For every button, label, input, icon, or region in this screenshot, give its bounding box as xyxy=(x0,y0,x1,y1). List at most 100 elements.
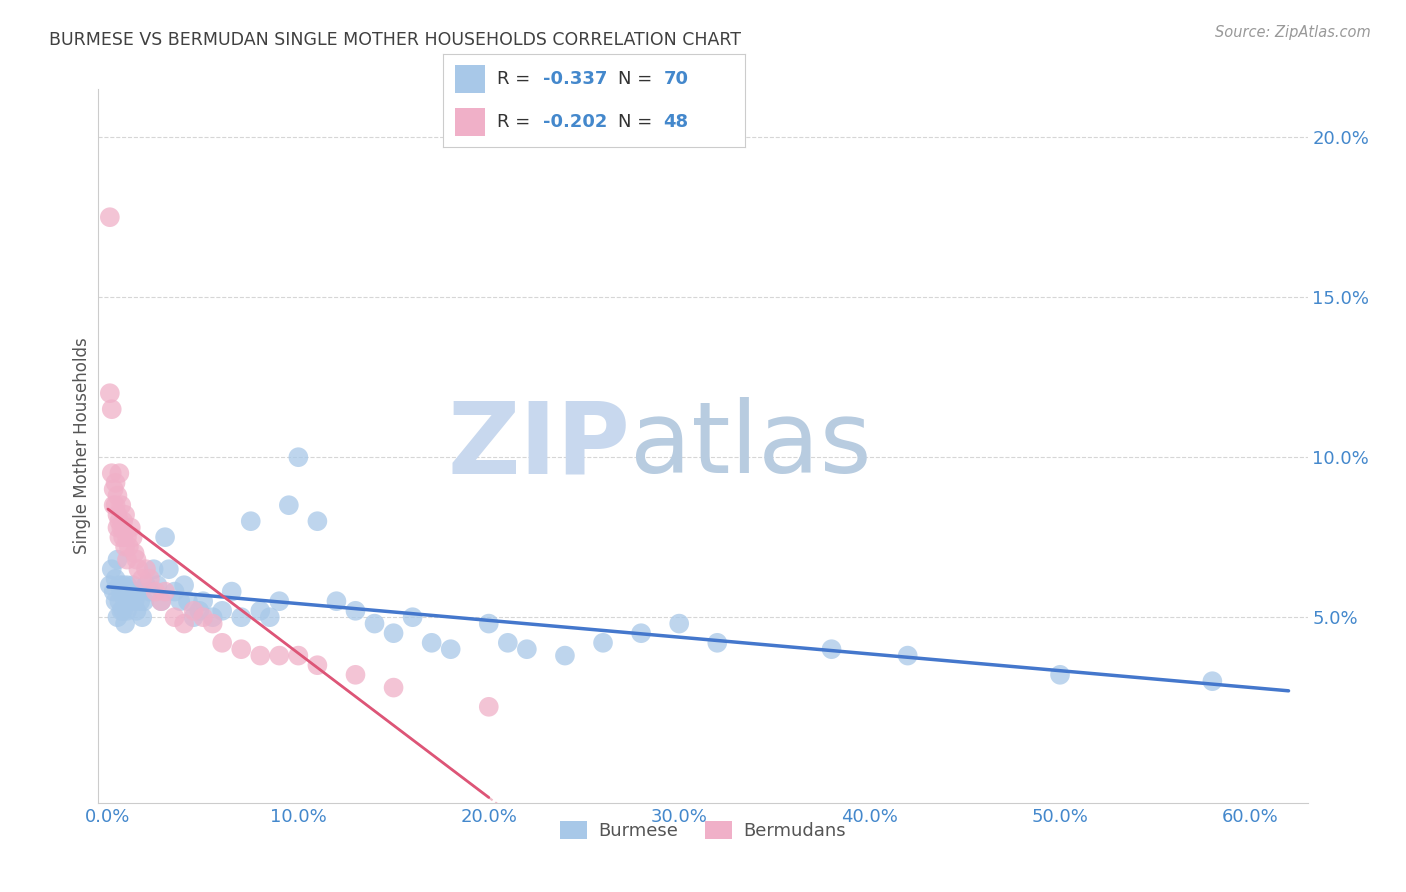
Point xyxy=(496,636,519,650)
Point xyxy=(121,578,143,592)
Point xyxy=(1049,668,1071,682)
Point xyxy=(127,584,149,599)
Point xyxy=(135,562,157,576)
Point xyxy=(125,552,148,566)
Point xyxy=(249,604,271,618)
Text: ZIP: ZIP xyxy=(447,398,630,494)
Point xyxy=(108,466,131,480)
Point xyxy=(114,508,136,522)
Point xyxy=(100,466,122,480)
Point xyxy=(183,610,205,624)
Point xyxy=(115,578,138,592)
Point xyxy=(103,482,125,496)
Point xyxy=(98,578,121,592)
Point xyxy=(108,530,131,544)
Point xyxy=(112,604,135,618)
Point xyxy=(120,520,142,534)
Point xyxy=(107,508,129,522)
Point xyxy=(139,584,162,599)
Point xyxy=(124,546,146,560)
Point xyxy=(173,578,195,592)
Point xyxy=(363,616,385,631)
Bar xyxy=(456,108,485,136)
Point xyxy=(104,594,127,608)
Point xyxy=(259,610,281,624)
Point xyxy=(668,616,690,631)
Point xyxy=(630,626,652,640)
Point xyxy=(114,540,136,554)
Point xyxy=(110,498,132,512)
Point xyxy=(107,610,129,624)
Point xyxy=(344,668,367,682)
Text: N =: N = xyxy=(619,70,658,87)
Point xyxy=(118,540,141,554)
Point xyxy=(115,552,138,566)
Point xyxy=(139,572,162,586)
Point xyxy=(287,450,309,465)
Point xyxy=(125,604,148,618)
Point xyxy=(277,498,299,512)
Point xyxy=(163,584,186,599)
Point xyxy=(115,604,138,618)
Text: 48: 48 xyxy=(664,113,689,131)
Point xyxy=(307,658,329,673)
Point xyxy=(382,626,405,640)
Point xyxy=(173,616,195,631)
Point xyxy=(325,594,347,608)
Point xyxy=(120,584,142,599)
Point xyxy=(110,520,132,534)
Point xyxy=(157,562,180,576)
Point xyxy=(153,584,176,599)
Point xyxy=(127,562,149,576)
Point xyxy=(820,642,842,657)
Text: R =: R = xyxy=(498,70,536,87)
Point xyxy=(146,578,169,592)
Point xyxy=(1201,674,1223,689)
Point xyxy=(478,699,501,714)
Point xyxy=(420,636,443,650)
Point xyxy=(183,604,205,618)
Point xyxy=(114,616,136,631)
Text: R =: R = xyxy=(498,113,536,131)
Point xyxy=(344,604,367,618)
Point xyxy=(98,210,121,224)
Point xyxy=(110,584,132,599)
Point xyxy=(239,514,262,528)
Text: BURMESE VS BERMUDAN SINGLE MOTHER HOUSEHOLDS CORRELATION CHART: BURMESE VS BERMUDAN SINGLE MOTHER HOUSEH… xyxy=(49,31,741,49)
Point xyxy=(135,578,157,592)
Point xyxy=(201,616,224,631)
Point xyxy=(112,530,135,544)
Point xyxy=(131,572,153,586)
Point xyxy=(100,562,122,576)
Point xyxy=(221,584,243,599)
Point xyxy=(108,594,131,608)
Point xyxy=(211,636,233,650)
Point xyxy=(115,530,138,544)
Point xyxy=(163,610,186,624)
Point xyxy=(110,604,132,618)
Text: -0.202: -0.202 xyxy=(543,113,607,131)
Legend: Burmese, Bermudans: Burmese, Bermudans xyxy=(553,814,853,847)
Point xyxy=(231,610,253,624)
Point xyxy=(129,594,152,608)
Point xyxy=(150,594,173,608)
Point xyxy=(114,594,136,608)
Point xyxy=(131,610,153,624)
Point xyxy=(401,610,423,624)
Point xyxy=(107,489,129,503)
Point xyxy=(118,594,141,608)
Point xyxy=(440,642,463,657)
Point xyxy=(134,594,156,608)
Point xyxy=(108,578,131,592)
Point xyxy=(107,552,129,566)
Point xyxy=(100,402,122,417)
Point xyxy=(211,604,233,618)
Point xyxy=(478,616,501,631)
Point xyxy=(121,530,143,544)
Point xyxy=(307,514,329,528)
Point xyxy=(287,648,309,663)
Point xyxy=(191,610,214,624)
Point xyxy=(112,578,135,592)
Text: -0.337: -0.337 xyxy=(543,70,607,87)
Point xyxy=(516,642,538,657)
